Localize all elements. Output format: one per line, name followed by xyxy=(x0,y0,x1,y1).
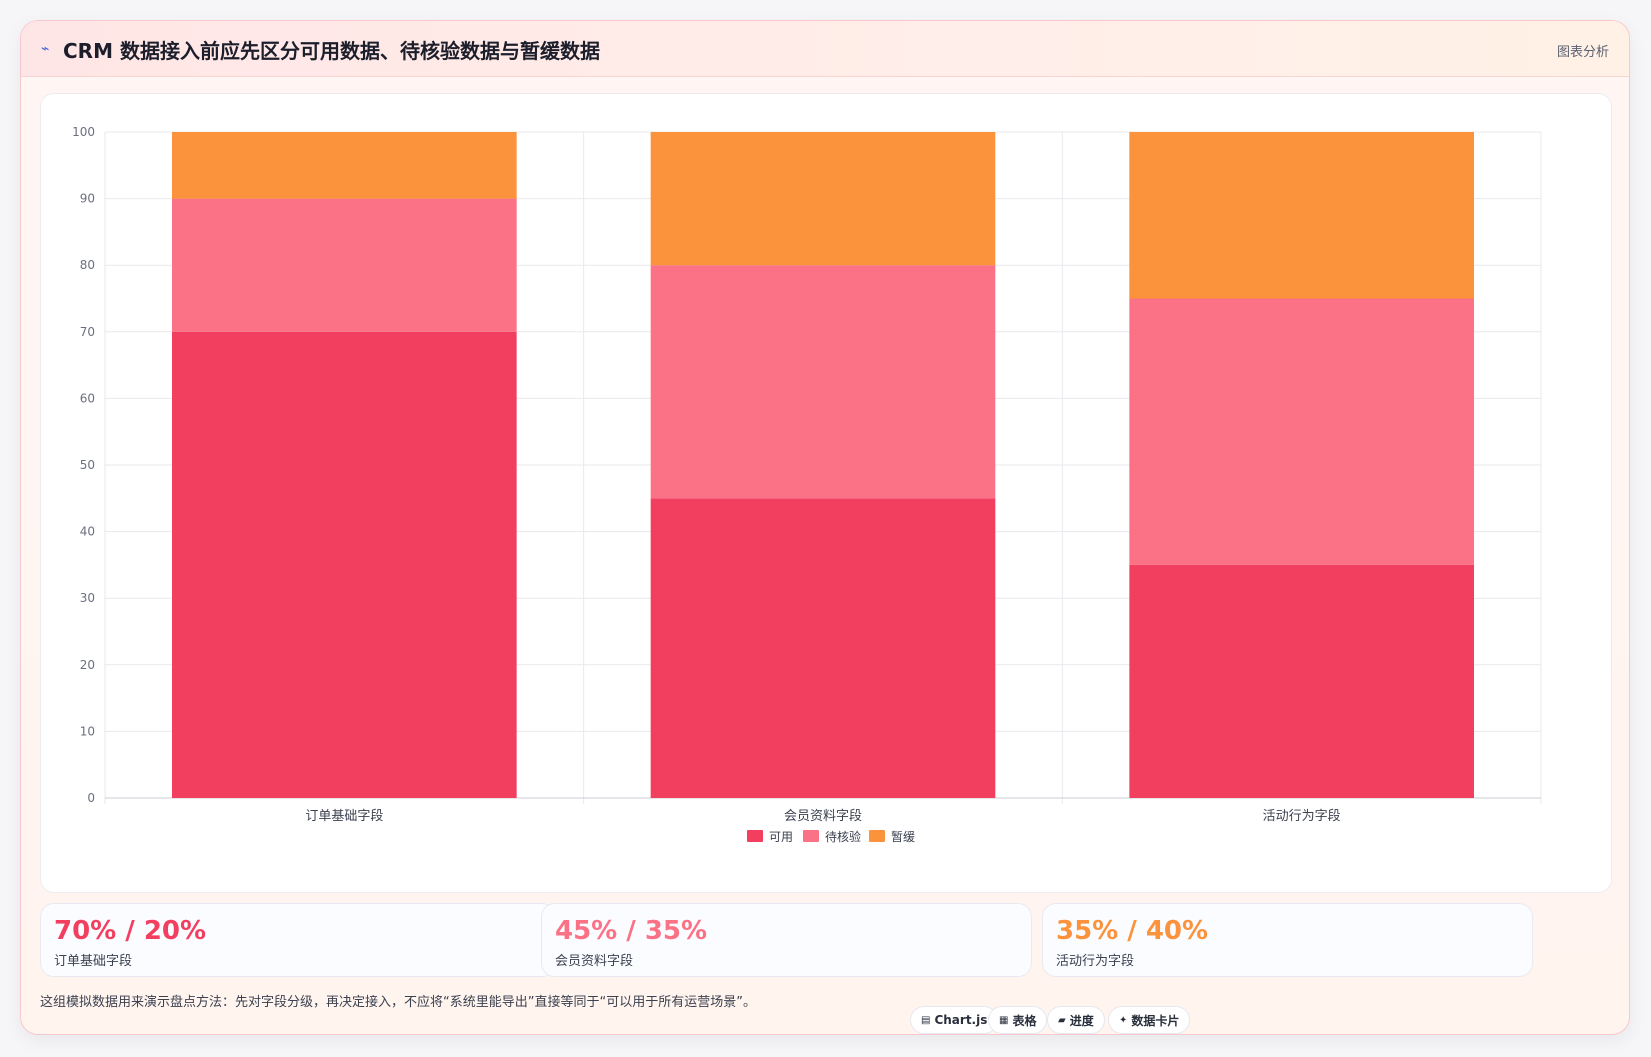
stat-label: 会员资料字段 xyxy=(555,954,634,969)
bar-segment xyxy=(172,198,517,332)
sparkle-icon: ✦ xyxy=(1119,1014,1128,1026)
chart-line-icon: ⌁ xyxy=(41,41,50,57)
bar-segment xyxy=(650,265,996,499)
stat-value: 45% / 35% xyxy=(555,916,708,946)
stat-value: 70% / 20% xyxy=(54,916,207,946)
y-tick-label: 100 xyxy=(72,125,95,139)
stat-card-member: 45% / 35% 会员资料字段 xyxy=(541,903,1032,977)
stat-label: 订单基础字段 xyxy=(54,954,133,969)
chip-label: 数据卡片 xyxy=(1131,1013,1180,1028)
chip-label: Chart.js xyxy=(934,1013,988,1027)
bar-segment xyxy=(172,331,517,798)
y-tick-label: 40 xyxy=(80,525,95,539)
chip-data-card[interactable]: ✦ 数据卡片 xyxy=(1108,1006,1191,1034)
y-tick-label: 50 xyxy=(80,458,95,472)
y-tick-label: 20 xyxy=(80,658,95,672)
y-tick-label: 60 xyxy=(80,391,95,405)
chip-label: 表格 xyxy=(1012,1013,1037,1028)
bar-segment xyxy=(1129,298,1474,565)
report-card: ⌁ CRM 数据接入前应先区分可用数据、待核验数据与暂缓数据 图表分析 0 10 2… xyxy=(20,20,1630,1035)
legend-label: 可用 xyxy=(769,830,793,844)
stat-card-activity: 35% / 40% 活动行为字段 xyxy=(1042,903,1533,977)
y-tick-label: 0 xyxy=(87,791,95,805)
x-tick-label: 会员资料字段 xyxy=(784,809,862,824)
bar-segment xyxy=(1129,132,1474,299)
x-tick-label: 订单基础字段 xyxy=(305,809,383,824)
y-tick-label: 80 xyxy=(80,258,95,272)
bar-segment xyxy=(1129,564,1474,798)
chip-label: 进度 xyxy=(1069,1013,1094,1028)
footer-note: 这组模拟数据用来演示盘点方法：先对字段分级，再决定接入，不应将“系统里能导出”直… xyxy=(40,995,756,1010)
bar-segment xyxy=(650,132,996,266)
bar-segment xyxy=(172,132,517,199)
y-tick-label: 30 xyxy=(80,591,95,605)
bar-segment xyxy=(650,498,996,798)
chart-panel: 0 10 20 30 40 50 60 70 80 90 100 订单基础字段 会员资料字段 活动行为字段… xyxy=(40,93,1612,893)
chip-chartjs[interactable]: ▤ Chart.js xyxy=(910,1006,999,1034)
y-tick-label: 10 xyxy=(80,724,95,738)
x-tick-label: 活动行为字段 xyxy=(1263,809,1341,824)
stacked-bar-chart: 0 10 20 30 40 50 60 70 80 90 100 订单基础字段 会员资料字段 活动行为字段… xyxy=(72,125,1542,844)
chart-analysis-tag: 图表分析 xyxy=(1556,45,1609,60)
chip-progress[interactable]: ▰ 进度 xyxy=(1047,1006,1105,1034)
chart-icon: ▤ xyxy=(921,1014,931,1026)
progress-icon: ▰ xyxy=(1058,1014,1066,1026)
legend-label: 待核验 xyxy=(825,829,861,844)
stat-cards: 70% / 20% 订单基础字段 45% / 35% 会员资料字段 35% / … xyxy=(40,903,1612,977)
y-tick-label: 90 xyxy=(80,192,95,206)
legend-swatch xyxy=(803,830,819,842)
legend-swatch xyxy=(747,830,763,842)
chip-table[interactable]: ▦ 表格 xyxy=(988,1006,1048,1034)
legend-label: 暂缓 xyxy=(891,830,915,844)
stat-value: 35% / 40% xyxy=(1056,916,1209,946)
y-tick-label: 70 xyxy=(80,325,95,339)
legend-swatch xyxy=(869,830,885,842)
table-icon: ▦ xyxy=(999,1014,1009,1026)
stat-card-order: 70% / 20% 订单基础字段 xyxy=(40,903,556,977)
page-title: CRM 数据接入前应先区分可用数据、待核验数据与暂缓数据 xyxy=(63,39,600,63)
card-header: ⌁ CRM 数据接入前应先区分可用数据、待核验数据与暂缓数据 图表分析 xyxy=(21,21,1629,77)
stat-label: 活动行为字段 xyxy=(1056,954,1135,969)
